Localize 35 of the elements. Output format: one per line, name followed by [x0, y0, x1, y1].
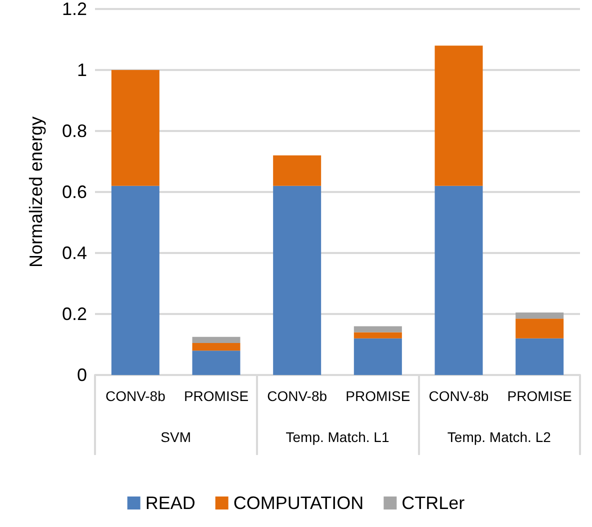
y-tick-label: 0.4 [62, 243, 87, 263]
bar [192, 350, 240, 375]
bar [434, 186, 483, 375]
x-tick-label: CONV-8b [428, 388, 489, 404]
text: Temp. Match. L2 [447, 429, 552, 445]
legend-label: CTRLer [402, 493, 465, 513]
bar [273, 155, 322, 186]
bar [111, 186, 160, 375]
text: Temp. Match. L1 [286, 429, 390, 445]
bar [354, 326, 402, 332]
x-tick-label: PROMISE [184, 388, 249, 404]
bar [111, 70, 160, 186]
y-tick-label: 1.2 [62, 0, 87, 19]
y-tick-label: 0.6 [62, 182, 87, 202]
bar [434, 46, 483, 186]
bar [192, 342, 240, 351]
bar [273, 186, 322, 375]
bar [192, 336, 240, 343]
x-tick-label: PROMISE [507, 388, 572, 404]
legend-label: READ [145, 493, 196, 513]
x-tick-label: CONV-8b [105, 388, 166, 404]
x-tick-label: CONV-8b [267, 388, 328, 404]
bar [516, 318, 564, 338]
bar [516, 312, 564, 319]
legend-label: COMPUTATION [233, 493, 364, 513]
y-tick-label: 1 [76, 60, 87, 80]
y-axis-title: Normalized energy [26, 116, 46, 268]
bar [354, 332, 402, 338]
y-tick-label: 0 [76, 365, 87, 385]
bar [516, 338, 564, 375]
y-tick-label: 0.2 [62, 304, 87, 324]
text: SVM [160, 429, 192, 445]
y-tick-label: 0.8 [62, 121, 87, 141]
bar [354, 338, 402, 375]
x-tick-label: PROMISE [346, 388, 410, 404]
